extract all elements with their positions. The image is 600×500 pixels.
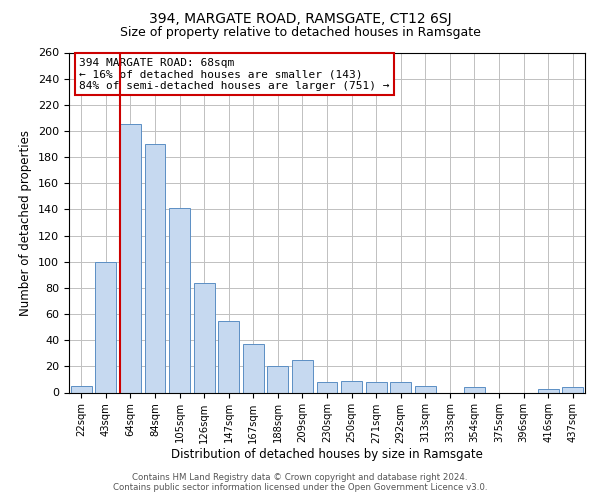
Text: Size of property relative to detached houses in Ramsgate: Size of property relative to detached ho… xyxy=(119,26,481,39)
Y-axis label: Number of detached properties: Number of detached properties xyxy=(19,130,32,316)
Bar xyxy=(538,388,559,392)
Bar xyxy=(292,360,313,392)
Text: Contains HM Land Registry data © Crown copyright and database right 2024.
Contai: Contains HM Land Registry data © Crown c… xyxy=(113,473,487,492)
Bar xyxy=(95,262,116,392)
Bar xyxy=(71,386,92,392)
Bar xyxy=(218,320,239,392)
X-axis label: Distribution of detached houses by size in Ramsgate: Distribution of detached houses by size … xyxy=(171,448,483,461)
Bar xyxy=(120,124,141,392)
Bar xyxy=(390,382,411,392)
Bar xyxy=(317,382,337,392)
Text: 394, MARGATE ROAD, RAMSGATE, CT12 6SJ: 394, MARGATE ROAD, RAMSGATE, CT12 6SJ xyxy=(149,12,451,26)
Bar xyxy=(194,282,215,393)
Bar xyxy=(464,388,485,392)
Bar xyxy=(243,344,264,393)
Bar xyxy=(169,208,190,392)
Bar xyxy=(341,380,362,392)
Bar xyxy=(145,144,166,392)
Bar xyxy=(268,366,289,392)
Text: 394 MARGATE ROAD: 68sqm
← 16% of detached houses are smaller (143)
84% of semi-d: 394 MARGATE ROAD: 68sqm ← 16% of detache… xyxy=(79,58,390,91)
Bar xyxy=(415,386,436,392)
Bar xyxy=(365,382,386,392)
Bar xyxy=(562,388,583,392)
